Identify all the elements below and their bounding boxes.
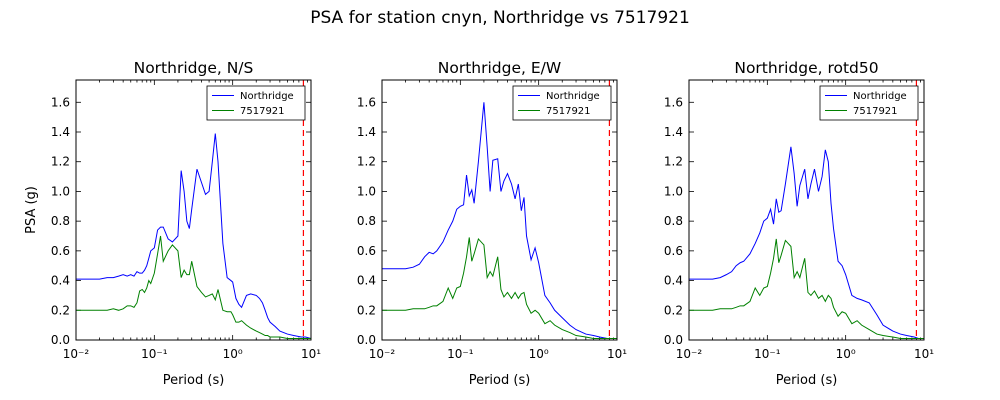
legend-box bbox=[819, 85, 919, 121]
series-line-7517921 bbox=[689, 238, 924, 340]
x-tick-label: 10⁻¹ bbox=[754, 347, 781, 361]
y-tick-label: 0.4 bbox=[664, 274, 683, 288]
x-tick-label: 10⁻¹ bbox=[141, 347, 168, 361]
y-tick-label: 0.2 bbox=[664, 303, 683, 317]
series-line-northridge bbox=[689, 146, 924, 340]
y-tick-label: 0.8 bbox=[357, 214, 376, 228]
y-tick-label: 0.8 bbox=[664, 214, 683, 228]
series-line-7517921 bbox=[382, 237, 617, 340]
y-tick-label: 1.2 bbox=[357, 155, 376, 169]
legend-box bbox=[512, 85, 612, 121]
y-tick-label: 0.2 bbox=[357, 303, 376, 317]
chart-title: Northridge, N/S bbox=[134, 59, 254, 77]
legend-label: Northridge bbox=[240, 91, 294, 102]
chart-panel-1: Northridge, N/S 10⁻² 10⁻¹ 10⁰ 10¹ 0.0 0.2 0.4 0.… bbox=[24, 59, 321, 388]
chart-panel-3: Northridge, rotd50 10⁻² 10⁻¹ 10⁰ 10¹ 0.0 0.2 0.… bbox=[664, 59, 934, 388]
x-tick-label: 10⁻² bbox=[369, 347, 396, 361]
chart-title: Northridge, rotd50 bbox=[734, 59, 878, 77]
y-tick-label: 1.6 bbox=[664, 95, 683, 109]
y-tick-label: 0.4 bbox=[357, 274, 376, 288]
y-tick-label: 0.6 bbox=[357, 244, 376, 258]
y-tick-label: 1.4 bbox=[51, 125, 70, 139]
y-tick-label: 1.6 bbox=[357, 95, 376, 109]
legend-label: 7517921 bbox=[240, 106, 285, 117]
series-line-7517921 bbox=[76, 235, 311, 340]
y-tick-label: 0.0 bbox=[357, 333, 376, 347]
x-axis-label: Period (s) bbox=[163, 373, 225, 388]
y-tick-label: 1.2 bbox=[51, 155, 70, 169]
plot-frame bbox=[381, 79, 618, 341]
y-tick-label: 0.4 bbox=[51, 274, 70, 288]
y-tick-label: 1.0 bbox=[664, 184, 683, 198]
y-tick-label: 1.6 bbox=[51, 95, 70, 109]
legend-label: Northridge bbox=[853, 91, 907, 102]
x-tick-label: 10¹ bbox=[914, 347, 934, 361]
x-tick-label: 10¹ bbox=[607, 347, 627, 361]
x-axis-label: Period (s) bbox=[469, 373, 531, 388]
y-tick-label: 1.4 bbox=[664, 125, 683, 139]
series-line-northridge bbox=[76, 133, 311, 339]
legend: Northridge 7517921 bbox=[206, 85, 306, 121]
legend-label: 7517921 bbox=[853, 106, 898, 117]
x-tick-label: 10⁰ bbox=[223, 347, 243, 361]
figure-suptitle: PSA for station cnyn, Northridge vs 7517… bbox=[310, 8, 690, 28]
series-line-northridge bbox=[382, 102, 617, 340]
legend: Northridge 7517921 bbox=[512, 85, 612, 121]
y-tick-label: 0.0 bbox=[51, 333, 70, 347]
x-tick-label: 10⁻² bbox=[63, 347, 90, 361]
legend: Northridge 7517921 bbox=[819, 85, 919, 121]
y-tick-label: 1.2 bbox=[664, 155, 683, 169]
x-tick-label: 10⁻² bbox=[676, 347, 703, 361]
plot-frame bbox=[688, 79, 925, 341]
x-axis-label: Period (s) bbox=[776, 373, 838, 388]
y-tick-label: 1.0 bbox=[357, 184, 376, 198]
y-tick-label: 0.8 bbox=[51, 214, 70, 228]
legend-box bbox=[206, 85, 306, 121]
chart-title: Northridge, E/W bbox=[438, 59, 561, 77]
x-tick-label: 10⁻¹ bbox=[447, 347, 474, 361]
x-tick-label: 10⁰ bbox=[529, 347, 549, 361]
y-tick-label: 1.0 bbox=[51, 184, 70, 198]
legend-label: Northridge bbox=[546, 91, 600, 102]
y-tick-label: 0.6 bbox=[664, 244, 683, 258]
y-tick-label: 0.2 bbox=[51, 303, 70, 317]
x-tick-label: 10⁰ bbox=[836, 347, 856, 361]
chart-panels: Northridge, N/S 10⁻² 10⁻¹ 10⁰ 10¹ 0.0 0.2 0.4 0.… bbox=[24, 59, 934, 388]
y-tick-label: 1.4 bbox=[357, 125, 376, 139]
chart-panel-2: Northridge, E/W 10⁻² 10⁻¹ 10⁰ 10¹ 0.0 0.2 0.4 0.… bbox=[357, 59, 627, 388]
y-tick-label: 0.0 bbox=[664, 333, 683, 347]
legend-label: 7517921 bbox=[546, 106, 591, 117]
x-tick-label: 10¹ bbox=[301, 347, 321, 361]
plot-frame bbox=[75, 79, 312, 341]
y-axis-label: PSA (g) bbox=[24, 186, 39, 234]
y-tick-label: 0.6 bbox=[51, 244, 70, 258]
